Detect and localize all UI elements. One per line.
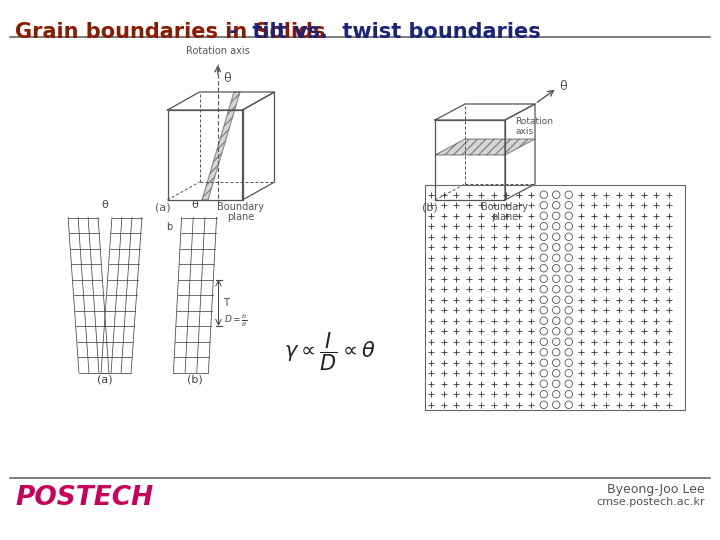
Text: (b): (b) bbox=[422, 202, 438, 212]
Text: Byeong-Joo Lee: Byeong-Joo Lee bbox=[608, 483, 705, 496]
Text: Grain boundaries in Solids: Grain boundaries in Solids bbox=[15, 22, 325, 42]
Text: θ: θ bbox=[192, 199, 199, 210]
Text: T: T bbox=[223, 298, 230, 308]
Text: -  tilt vs.  twist boundaries: - tilt vs. twist boundaries bbox=[222, 22, 541, 42]
Text: Boundary: Boundary bbox=[482, 202, 528, 212]
Text: POSTECH: POSTECH bbox=[15, 485, 153, 511]
Text: Rotation
axis: Rotation axis bbox=[515, 117, 553, 137]
Text: Boundary: Boundary bbox=[217, 202, 264, 212]
Text: plane: plane bbox=[491, 212, 518, 222]
Text: (b): (b) bbox=[187, 375, 203, 384]
Polygon shape bbox=[202, 92, 240, 200]
Polygon shape bbox=[435, 139, 535, 155]
Text: θ: θ bbox=[102, 199, 109, 210]
Text: (a): (a) bbox=[97, 375, 113, 384]
Text: (a): (a) bbox=[155, 202, 171, 212]
Text: $\gamma \propto \dfrac{I}{D} \propto \theta$: $\gamma \propto \dfrac{I}{D} \propto \th… bbox=[284, 330, 376, 373]
Text: θ: θ bbox=[559, 80, 567, 93]
Text: Rotation axis: Rotation axis bbox=[186, 46, 250, 56]
Text: plane: plane bbox=[228, 212, 255, 222]
Text: θ: θ bbox=[222, 71, 230, 84]
Text: b: b bbox=[166, 222, 173, 233]
Text: cmse.postech.ac.kr: cmse.postech.ac.kr bbox=[596, 497, 705, 507]
Text: $D{=}\frac{b}{\theta}$: $D{=}\frac{b}{\theta}$ bbox=[223, 313, 248, 329]
